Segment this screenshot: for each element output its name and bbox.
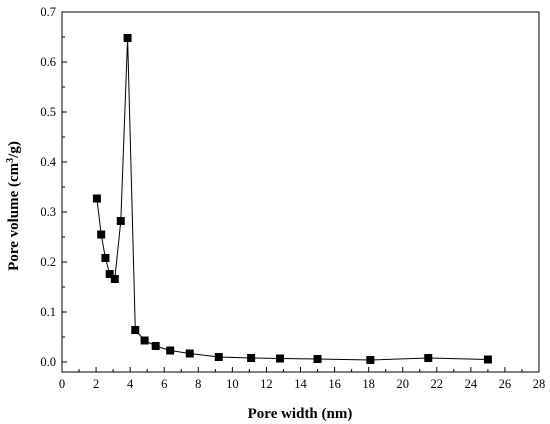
y-tick-label: 0.3 bbox=[40, 205, 56, 219]
series-line bbox=[96, 37, 488, 361]
y-tick-label: 0.4 bbox=[40, 155, 56, 169]
y-axis-title-tail: /g) bbox=[6, 141, 22, 159]
x-tick-label: 4 bbox=[127, 377, 134, 391]
data-point bbox=[483, 355, 492, 364]
y-tick-label: 0.6 bbox=[40, 55, 56, 69]
y-tick-label: 0.2 bbox=[40, 255, 56, 269]
y-axis-title: Pore volume (cm3/g) bbox=[5, 141, 23, 271]
x-axis-ticks: 0 2 4 6 8 10 12 14 16 18 20 22 24 26 28 bbox=[59, 367, 545, 391]
x-tick-label: 24 bbox=[465, 377, 478, 391]
y-axis-ticks: 0.0 0.1 0.2 0.3 0.4 0.5 0.6 0.7 bbox=[40, 5, 67, 369]
x-tick-label: 2 bbox=[93, 377, 99, 391]
x-tick-label: 26 bbox=[499, 377, 512, 391]
x-tick-label: 0 bbox=[59, 377, 65, 391]
x-tick-label: 28 bbox=[533, 377, 546, 391]
x-tick-label: 16 bbox=[328, 377, 341, 391]
data-point bbox=[151, 342, 160, 350]
data-point bbox=[123, 34, 132, 42]
data-point bbox=[110, 275, 119, 283]
y-tick-label: 0.0 bbox=[40, 355, 56, 369]
data-point bbox=[116, 217, 125, 225]
data-point bbox=[276, 354, 285, 363]
data-point bbox=[92, 194, 101, 203]
x-tick-label: 14 bbox=[294, 377, 307, 391]
y-tick-label: 0.7 bbox=[40, 5, 56, 19]
x-tick-label: 8 bbox=[195, 377, 201, 391]
data-point bbox=[105, 270, 114, 278]
x-axis-title: Pore width (nm) bbox=[248, 406, 353, 422]
data-point bbox=[131, 326, 140, 334]
x-tick-label: 10 bbox=[226, 377, 239, 391]
y-axis-title-superscript: 3 bbox=[5, 158, 16, 163]
x-tick-label: 20 bbox=[396, 377, 409, 391]
y-tick-label: 0.5 bbox=[40, 105, 56, 119]
x-tick-label: 22 bbox=[431, 377, 444, 391]
x-tick-label: 12 bbox=[260, 377, 273, 391]
y-axis-title-main: Pore volume (cm bbox=[6, 162, 22, 271]
data-point bbox=[185, 349, 194, 358]
data-point bbox=[214, 353, 223, 361]
y-tick-label: 0.1 bbox=[40, 305, 56, 319]
data-point bbox=[101, 254, 110, 262]
data-point bbox=[313, 355, 322, 363]
data-point bbox=[166, 346, 175, 355]
data-point bbox=[97, 230, 106, 239]
data-point bbox=[366, 356, 375, 364]
plot-frame bbox=[61, 11, 540, 373]
data-point bbox=[140, 336, 149, 345]
x-tick-label: 18 bbox=[362, 377, 375, 391]
data-point bbox=[424, 354, 433, 362]
series-markers bbox=[92, 34, 492, 364]
data-point bbox=[247, 354, 256, 362]
x-tick-label: 6 bbox=[161, 377, 167, 391]
